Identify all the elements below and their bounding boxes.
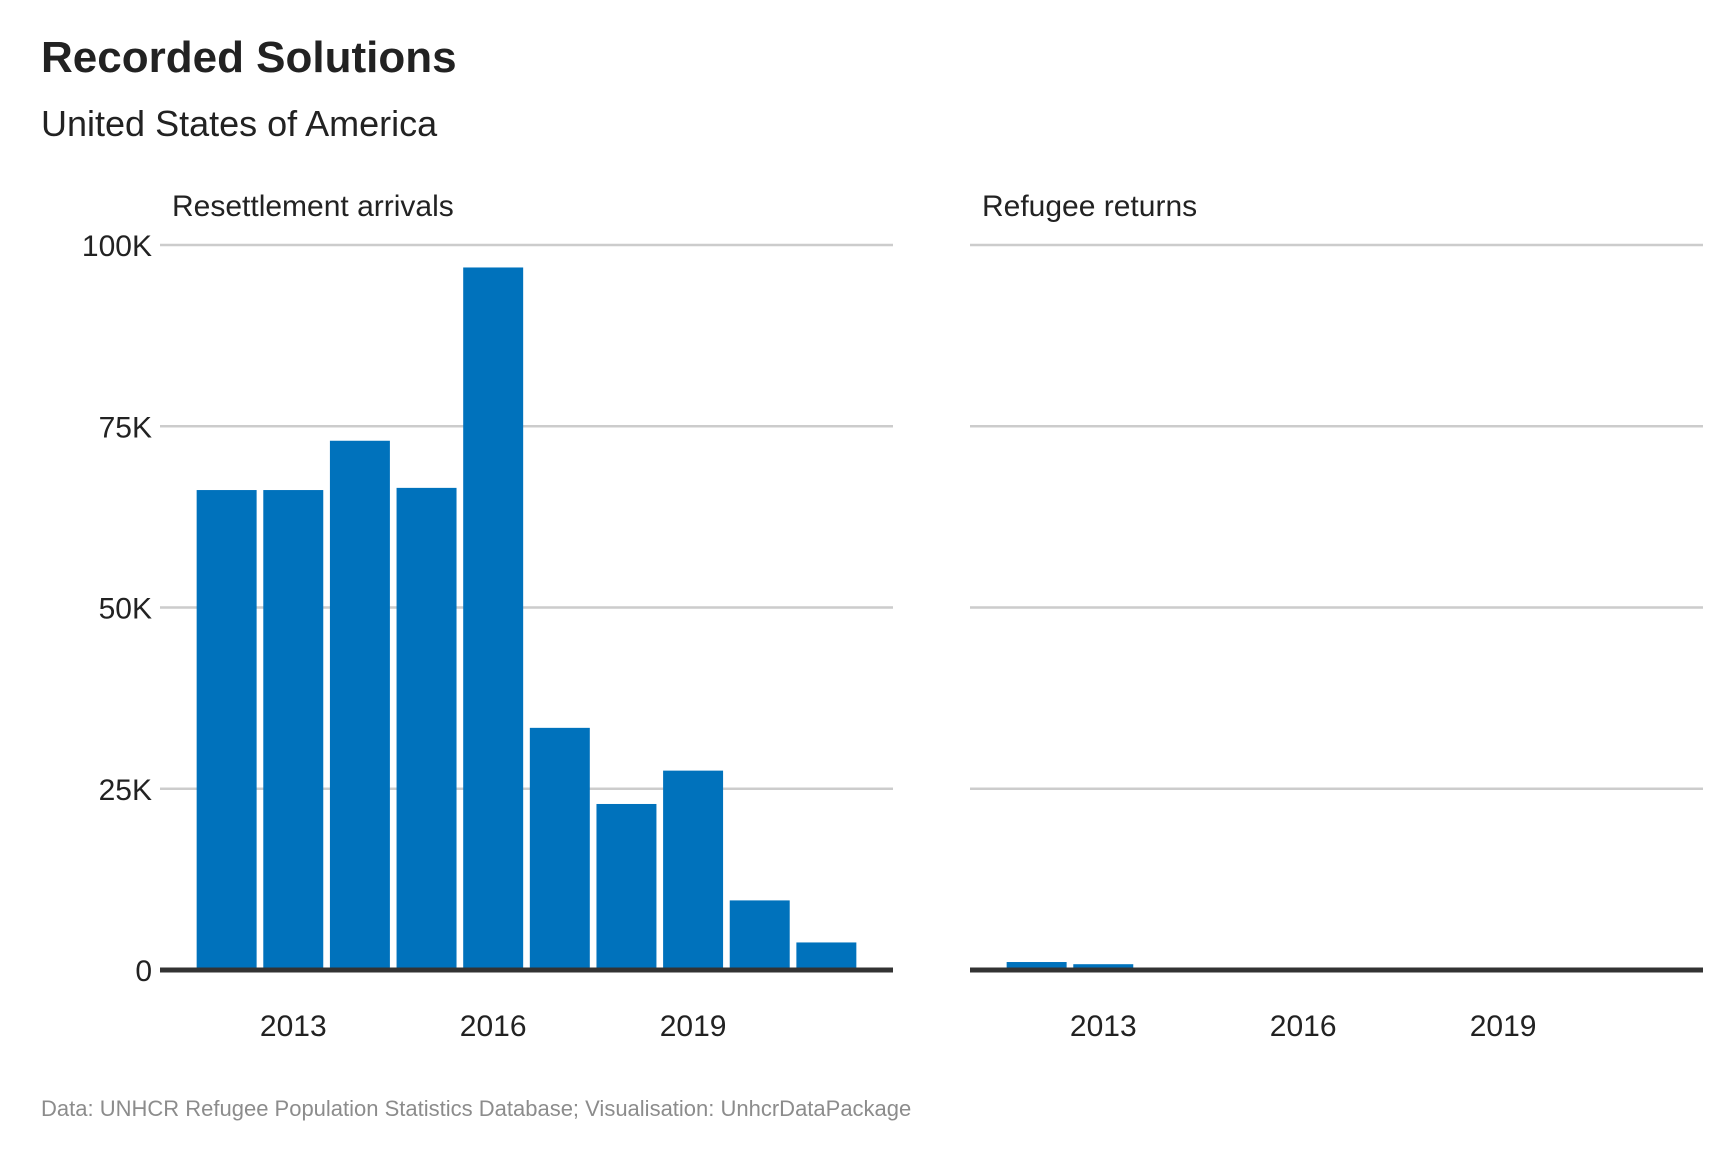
bar-resettlement-arrivals-2021 bbox=[796, 942, 857, 970]
x-tick-label-resettlement-arrivals-2019: 2019 bbox=[660, 1010, 727, 1043]
x-tick-label-refugee-returns-2019: 2019 bbox=[1470, 1010, 1537, 1043]
panel-title-resettlement-arrivals: Resettlement arrivals bbox=[172, 190, 454, 223]
panel-resettlement-arrivals: Resettlement arrivals 25K 50K 75K 100K 0 2013… bbox=[82, 190, 893, 1043]
bar-resettlement-arrivals-2017 bbox=[529, 727, 590, 970]
bar-resettlement-arrivals-2012 bbox=[196, 490, 257, 970]
bar-resettlement-arrivals-2014 bbox=[329, 440, 390, 970]
x-tick-label-refugee-returns-2013: 2013 bbox=[1070, 1010, 1137, 1043]
y-tick-label-4: 100K bbox=[82, 230, 152, 263]
bar-resettlement-arrivals-2013 bbox=[263, 490, 324, 970]
y-tick-label-1: 25K bbox=[99, 774, 152, 807]
panel-refugee-returns: Refugee returns 2013 2016 2019 bbox=[970, 190, 1703, 1043]
chart-title: Recorded Solutions bbox=[41, 33, 457, 82]
x-tick-label-resettlement-arrivals-2016: 2016 bbox=[460, 1010, 527, 1043]
bar-refugee-returns-2012 bbox=[1006, 962, 1067, 970]
bar-resettlement-arrivals-2018 bbox=[596, 803, 657, 970]
chart-subtitle: United States of America bbox=[41, 103, 438, 144]
x-tick-label-refugee-returns-2016: 2016 bbox=[1270, 1010, 1337, 1043]
y-tick-label-0: 0 bbox=[135, 955, 152, 988]
bar-resettlement-arrivals-2019 bbox=[663, 770, 724, 970]
y-tick-label-3: 75K bbox=[99, 411, 152, 444]
bar-resettlement-arrivals-2015 bbox=[396, 487, 457, 970]
bar-resettlement-arrivals-2016 bbox=[463, 267, 524, 971]
bar-resettlement-arrivals-2020 bbox=[729, 900, 790, 970]
chart-caption: Data: UNHCR Refugee Population Statistic… bbox=[41, 1096, 911, 1121]
y-tick-label-2: 50K bbox=[99, 593, 152, 626]
panel-title-refugee-returns: Refugee returns bbox=[982, 190, 1197, 223]
x-tick-label-resettlement-arrivals-2013: 2013 bbox=[260, 1010, 327, 1043]
bar-refugee-returns-2013 bbox=[1073, 964, 1134, 970]
